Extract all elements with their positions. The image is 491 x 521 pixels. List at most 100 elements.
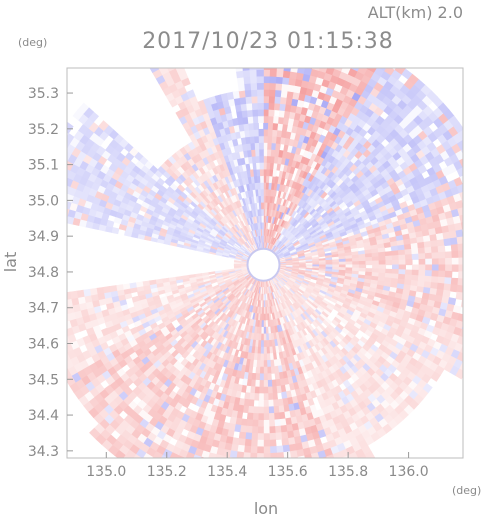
radar-cell: [273, 412, 281, 421]
radar-cell: [268, 109, 275, 117]
radar-cell: [466, 172, 475, 182]
radar-cell: [263, 75, 271, 84]
radar-cell: [267, 386, 273, 394]
radar-cell: [158, 68, 170, 76]
radar-cell: [378, 264, 387, 270]
radar-cell: [122, 283, 131, 290]
radar-cell: [272, 169, 278, 177]
radar-cell: [274, 372, 280, 381]
radar-cell: [337, 56, 347, 65]
radar-cell: [307, 467, 316, 475]
radar-cell: [385, 255, 393, 261]
radar-cell: [168, 276, 177, 282]
radar-cell: [67, 298, 73, 307]
radar-cell: [258, 386, 264, 395]
radar-cell: [481, 192, 490, 202]
radar-cell: [271, 386, 278, 394]
radar-cell: [222, 496, 231, 504]
radar-cell: [273, 115, 280, 124]
radar-cell: [320, 491, 330, 500]
radar-cell: [273, 405, 280, 414]
radar-cell: [115, 284, 124, 291]
radar-cell: [312, 459, 321, 467]
radar-cell: [424, 270, 433, 277]
radar-cell: [451, 264, 460, 272]
radar-cell: [268, 102, 276, 111]
radar-cell: [459, 345, 463, 354]
radar-cell: [431, 264, 440, 272]
radar-cell: [54, 137, 64, 148]
radar-cell: [230, 498, 239, 506]
radar-cell: [471, 368, 481, 378]
radar-cell: [264, 480, 272, 487]
radar-cell: [257, 426, 264, 434]
radar-cell: [289, 450, 298, 458]
radar-cell: [404, 274, 413, 281]
radar-cell: [256, 487, 264, 494]
radar-cell: [472, 187, 481, 197]
radar-cell: [269, 68, 278, 71]
radar-cell: [216, 482, 225, 490]
radar-cell: [67, 342, 74, 353]
radar-cell: [263, 353, 268, 361]
radar-cell: [417, 247, 426, 255]
radar-cell: [418, 253, 426, 260]
radar-cell: [290, 68, 299, 73]
radar-cell: [192, 454, 202, 458]
radar-cell: [438, 270, 446, 278]
radar-cell: [485, 338, 491, 348]
radar-cell: [128, 460, 139, 470]
radar-cell: [263, 115, 270, 124]
radar-cell: [310, 452, 320, 458]
radar-cell: [316, 450, 327, 458]
radar-cell: [345, 258, 353, 263]
radar-cell: [269, 75, 278, 84]
radar-cell: [466, 189, 475, 198]
radar-cell: [464, 279, 471, 287]
radar-cell: [411, 264, 420, 271]
radar-cell: [365, 260, 373, 266]
radar-cell: [263, 89, 270, 97]
radar-cell: [455, 199, 463, 210]
radar-cell: [266, 366, 272, 375]
radar-cell: [251, 426, 259, 434]
radar-cell: [347, 53, 357, 62]
radar-cell: [467, 375, 477, 386]
radar-cell: [472, 333, 481, 343]
radar-cell: [44, 326, 53, 335]
radar-cell: [487, 216, 491, 225]
radar-cell: [67, 208, 70, 217]
radar-field: [44, 53, 491, 506]
radar-cell: [171, 53, 181, 62]
radar-cell: [263, 406, 270, 414]
radar-cell: [384, 250, 393, 257]
radar-cell: [67, 291, 72, 300]
radar-cell: [250, 439, 258, 448]
radar-cell: [67, 358, 74, 370]
radar-cell: [472, 350, 481, 360]
radar-cell: [438, 264, 446, 272]
radar-cell: [263, 68, 271, 70]
radar-cell: [238, 499, 247, 506]
radar-cell: [398, 264, 407, 271]
radar-cell: [484, 241, 491, 249]
radar-cell: [391, 250, 400, 257]
radar-cell: [331, 68, 336, 70]
radar-cell: [364, 450, 375, 458]
radar-cell: [372, 260, 380, 266]
radar-cell: [251, 419, 259, 428]
radar-cell: [263, 380, 269, 388]
radar-cell: [57, 322, 66, 331]
radar-cell: [263, 135, 269, 143]
radar-cell: [272, 392, 279, 401]
radar-cell: [475, 177, 484, 187]
radar-cell: [280, 424, 288, 433]
radar-cell: [371, 256, 380, 262]
radar-cell: [67, 176, 68, 178]
radar-cell: [435, 232, 445, 241]
radar-cell: [98, 120, 109, 132]
radar-cell: [257, 406, 264, 414]
radar-cell: [444, 277, 453, 285]
radar-cell: [67, 313, 70, 322]
radar-cell: [437, 276, 446, 285]
